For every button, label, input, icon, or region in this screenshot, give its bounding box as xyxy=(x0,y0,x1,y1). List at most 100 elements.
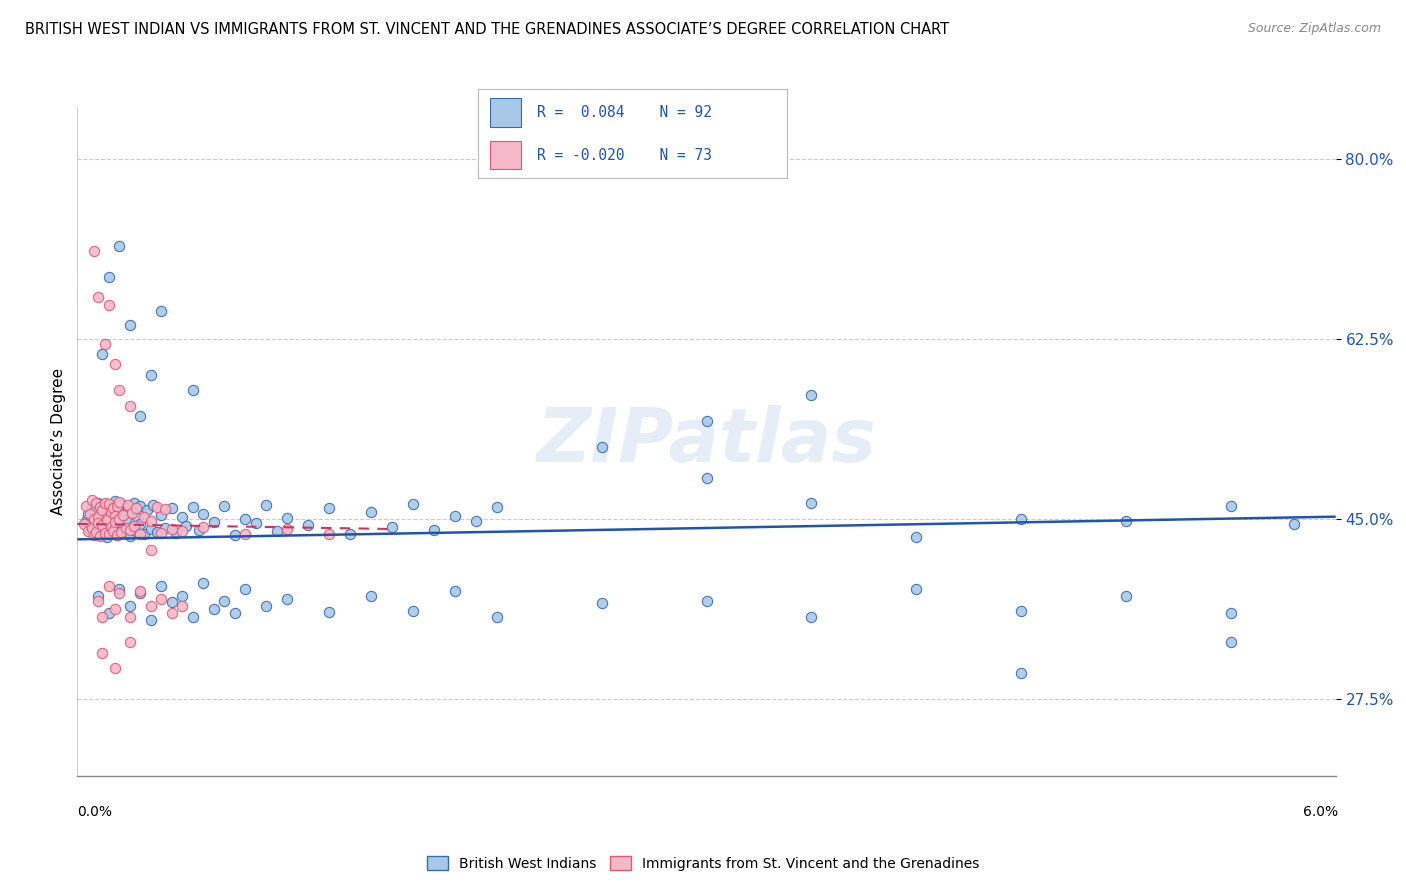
Point xyxy=(233,527,256,541)
Point xyxy=(696,470,718,484)
Point xyxy=(83,519,105,533)
Point xyxy=(121,506,143,520)
Point xyxy=(146,500,169,515)
Point xyxy=(591,596,613,610)
Point xyxy=(150,526,173,541)
FancyBboxPatch shape xyxy=(491,98,522,127)
Point xyxy=(191,575,215,590)
Text: R = -0.020    N = 73: R = -0.020 N = 73 xyxy=(537,148,711,162)
Point xyxy=(89,509,111,524)
Point xyxy=(91,347,114,361)
Point xyxy=(160,522,183,536)
Point xyxy=(134,509,156,524)
Point xyxy=(104,515,127,529)
Point xyxy=(125,501,148,516)
Point xyxy=(83,512,105,526)
Point xyxy=(212,500,235,514)
Point xyxy=(1219,635,1241,649)
Point xyxy=(202,515,225,529)
Point xyxy=(444,583,467,598)
Point xyxy=(444,508,467,523)
Point xyxy=(122,519,145,533)
Point xyxy=(254,499,277,513)
Point xyxy=(172,524,194,538)
Point xyxy=(79,523,101,537)
Point xyxy=(160,595,183,609)
Point xyxy=(129,409,152,423)
Point xyxy=(108,495,131,509)
Text: 0.0%: 0.0% xyxy=(77,805,112,819)
Point xyxy=(83,503,105,517)
Point xyxy=(104,602,127,616)
Point xyxy=(266,524,288,538)
Point xyxy=(139,514,162,528)
Point xyxy=(83,528,105,542)
Point xyxy=(122,496,145,510)
Point xyxy=(150,508,173,522)
Point xyxy=(108,582,131,596)
Point xyxy=(96,502,118,516)
Point xyxy=(97,517,120,532)
Point xyxy=(112,526,135,541)
Point xyxy=(191,507,215,521)
Point xyxy=(276,522,298,536)
Point xyxy=(87,594,110,608)
Point xyxy=(905,530,928,544)
Point xyxy=(97,607,120,621)
Text: Source: ZipAtlas.com: Source: ZipAtlas.com xyxy=(1247,22,1381,36)
Point xyxy=(97,269,120,284)
Point xyxy=(89,500,111,515)
Point xyxy=(91,525,114,540)
Point xyxy=(93,496,115,510)
Point xyxy=(101,507,124,521)
Point xyxy=(87,589,110,603)
Point xyxy=(134,527,156,541)
Point xyxy=(423,523,446,537)
Point xyxy=(91,503,114,517)
Point xyxy=(800,609,823,624)
Point xyxy=(112,508,135,522)
Point xyxy=(800,496,823,510)
Point xyxy=(84,496,107,510)
Point xyxy=(1219,500,1241,514)
Point xyxy=(202,602,225,616)
Point xyxy=(129,586,152,600)
Point xyxy=(276,510,298,524)
Point xyxy=(105,500,128,514)
Point xyxy=(108,586,131,600)
Point xyxy=(188,523,211,537)
Point xyxy=(1219,607,1241,621)
Point xyxy=(360,589,382,603)
Point xyxy=(245,516,267,530)
Text: ZIPatlas: ZIPatlas xyxy=(537,405,876,478)
Point xyxy=(80,500,103,515)
Point xyxy=(118,599,141,614)
Point xyxy=(93,336,115,351)
Point xyxy=(100,524,122,538)
Point xyxy=(139,613,162,627)
Point xyxy=(104,508,127,523)
Point xyxy=(72,516,94,531)
Point xyxy=(96,513,118,527)
Point xyxy=(117,499,139,513)
Point xyxy=(118,529,141,543)
Point xyxy=(118,399,141,413)
Point xyxy=(142,499,165,513)
Point xyxy=(135,503,157,517)
Point xyxy=(181,383,204,397)
Point xyxy=(155,502,177,516)
Point xyxy=(224,607,246,621)
Point xyxy=(114,521,136,535)
Point xyxy=(191,520,215,534)
Point xyxy=(591,440,613,454)
Point xyxy=(118,609,141,624)
Point xyxy=(93,516,115,530)
Text: BRITISH WEST INDIAN VS IMMIGRANTS FROM ST. VINCENT AND THE GRENADINES ASSOCIATE’: BRITISH WEST INDIAN VS IMMIGRANTS FROM S… xyxy=(25,22,949,37)
Point xyxy=(110,525,132,540)
Point xyxy=(75,514,97,528)
Point xyxy=(233,582,256,596)
Point xyxy=(402,497,425,511)
Point xyxy=(176,519,198,533)
Point xyxy=(93,526,115,541)
Point xyxy=(100,520,122,534)
